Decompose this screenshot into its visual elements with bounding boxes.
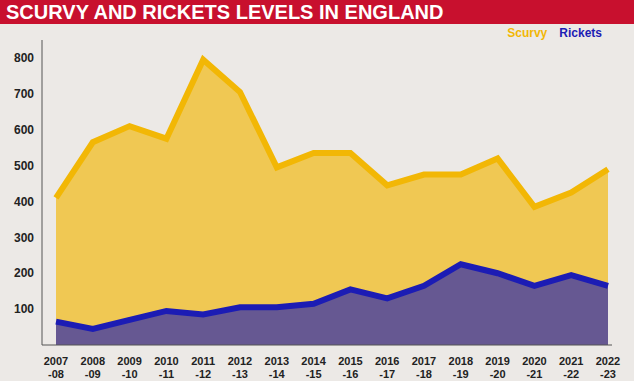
html-text:SCURVY AND RICKETS LEVELS IN E: SCURVY AND RICKETS LEVELS IN ENGLAND [6, 1, 444, 23]
html-text:Rickets: Rickets [559, 26, 602, 40]
svg-text:100: 100 [14, 302, 34, 316]
svg-text:2012-13: 2012-13 [228, 355, 252, 380]
svg-text:2018-19: 2018-19 [449, 355, 473, 380]
svg-text:700: 700 [14, 87, 34, 101]
svg-text:2019-20: 2019-20 [485, 355, 509, 380]
svg-text:2011-12: 2011-12 [191, 355, 215, 380]
svg-text:2007-08: 2007-08 [44, 355, 68, 380]
svg-text:2022-23: 2022-23 [596, 355, 620, 380]
svg-text:800: 800 [14, 51, 34, 65]
svg-text:200: 200 [14, 266, 34, 280]
svg-text:2008-09: 2008-09 [81, 355, 105, 380]
svg-text:2020-21: 2020-21 [522, 355, 546, 380]
svg-text:2021-22: 2021-22 [559, 355, 583, 380]
svg-text:2017-18: 2017-18 [412, 355, 436, 380]
svg-text:600: 600 [14, 123, 34, 137]
svg-text:2013-14: 2013-14 [265, 355, 289, 380]
svg-text:2009-10: 2009-10 [117, 355, 141, 380]
svg-text:2016-17: 2016-17 [375, 355, 399, 380]
svg-text:500: 500 [14, 159, 34, 173]
svg-text:2015-16: 2015-16 [338, 355, 362, 380]
svg-text:400: 400 [14, 195, 34, 209]
svg-text:2014-15: 2014-15 [301, 355, 326, 380]
svg-text:2010-11: 2010-11 [154, 355, 178, 380]
html-text:Scurvy: Scurvy [507, 26, 548, 40]
svg-text:300: 300 [14, 231, 34, 245]
